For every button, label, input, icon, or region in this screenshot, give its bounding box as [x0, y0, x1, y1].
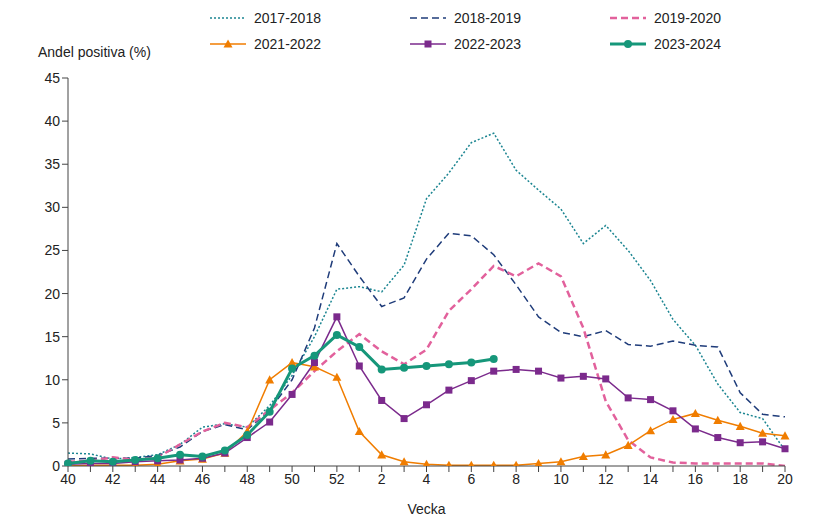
html-text:Andel positiva (%): Andel positiva (%) — [38, 44, 151, 60]
svg-text:0: 0 — [52, 458, 60, 474]
html-text:2023-2024: 2023-2024 — [654, 36, 721, 52]
svg-text:44: 44 — [150, 471, 166, 487]
svg-text:10: 10 — [553, 471, 569, 487]
html-text:2017-2018: 2017-2018 — [254, 10, 321, 26]
html-text:2018-2019: 2018-2019 — [454, 10, 521, 26]
svg-text:45: 45 — [44, 70, 60, 86]
svg-text:20: 20 — [44, 286, 60, 302]
svg-text:4: 4 — [423, 471, 431, 487]
svg-text:46: 46 — [195, 471, 211, 487]
html-text:2019-2020: 2019-2020 — [654, 10, 721, 26]
svg-text:52: 52 — [329, 471, 345, 487]
svg-text:20: 20 — [777, 471, 793, 487]
svg-text:30: 30 — [44, 199, 60, 215]
svg-text:16: 16 — [688, 471, 704, 487]
svg-text:10: 10 — [44, 372, 60, 388]
svg-text:5: 5 — [52, 415, 60, 431]
svg-text:40: 40 — [60, 471, 76, 487]
svg-text:42: 42 — [105, 471, 121, 487]
svg-text:18: 18 — [732, 471, 748, 487]
html-text:2021-2022: 2021-2022 — [254, 36, 321, 52]
svg-text:6: 6 — [467, 471, 475, 487]
svg-text:15: 15 — [44, 329, 60, 345]
svg-text:25: 25 — [44, 242, 60, 258]
svg-text:8: 8 — [512, 471, 520, 487]
svg-text:35: 35 — [44, 156, 60, 172]
svg-text:40: 40 — [44, 113, 60, 129]
html-text:2022-2023: 2022-2023 — [454, 36, 521, 52]
svg-text:2: 2 — [378, 471, 386, 487]
svg-text:Vecka: Vecka — [407, 501, 445, 517]
svg-text:50: 50 — [284, 471, 300, 487]
svg-text:14: 14 — [643, 471, 659, 487]
svg-text:12: 12 — [598, 471, 614, 487]
svg-text:48: 48 — [239, 471, 255, 487]
